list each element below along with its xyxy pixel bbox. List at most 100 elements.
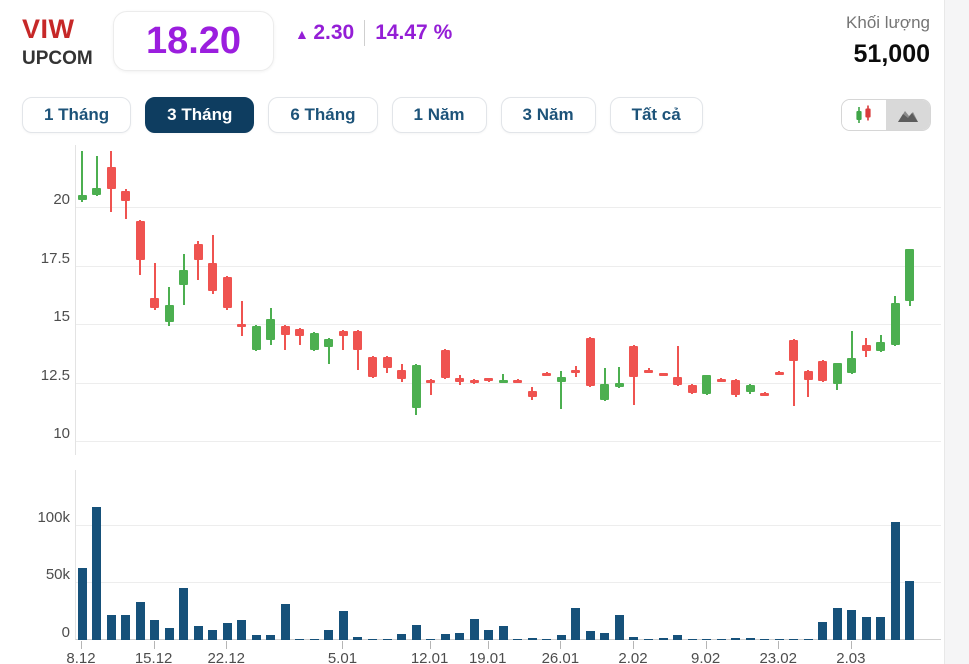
candle bbox=[542, 373, 552, 377]
candle-wick bbox=[850, 331, 853, 375]
volume-bar bbox=[368, 638, 378, 640]
volume-bar bbox=[338, 611, 348, 640]
volume-tick-label: 50k bbox=[45, 566, 70, 584]
volume-bar bbox=[324, 629, 334, 640]
candle bbox=[455, 377, 465, 383]
period-tabs: 1 Tháng 3 Tháng 6 Tháng 1 Năm 3 Năm Tất … bbox=[22, 97, 703, 133]
candle bbox=[658, 373, 668, 377]
candlestick-chart[interactable] bbox=[75, 145, 941, 455]
candle-wick bbox=[81, 150, 83, 203]
candle bbox=[324, 339, 334, 348]
volume-bar bbox=[687, 639, 697, 640]
date-tick bbox=[153, 641, 155, 649]
volume-bar bbox=[832, 607, 842, 640]
candle bbox=[208, 263, 218, 292]
volume-bar bbox=[77, 568, 87, 640]
candle-wick bbox=[618, 367, 621, 389]
price-tick-label: 17.5 bbox=[40, 249, 70, 267]
volume-label: Khối lượng bbox=[846, 13, 930, 32]
date-tick-label: 23.02 bbox=[759, 650, 797, 664]
scrollbar-track[interactable] bbox=[944, 0, 969, 664]
candle bbox=[353, 331, 363, 350]
candle bbox=[280, 326, 290, 335]
candle bbox=[135, 221, 145, 260]
tab-3-thang[interactable]: 3 Tháng bbox=[145, 97, 255, 133]
divider bbox=[364, 20, 366, 46]
candle bbox=[222, 277, 232, 308]
candle bbox=[600, 383, 610, 401]
candle-wick bbox=[95, 155, 98, 197]
candle-wick bbox=[807, 369, 810, 397]
date-tick bbox=[778, 641, 780, 649]
date-tick-label: 12.01 bbox=[410, 650, 449, 664]
volume-bar bbox=[106, 614, 116, 640]
date-tick bbox=[429, 641, 431, 649]
candle bbox=[731, 380, 741, 396]
volume-bar bbox=[208, 629, 218, 640]
tab-tat-ca[interactable]: Tất cả bbox=[609, 97, 703, 133]
candle-wick bbox=[502, 374, 505, 383]
date-tick bbox=[81, 641, 82, 649]
volume-bar bbox=[309, 638, 319, 640]
volume-bar bbox=[455, 633, 465, 640]
candle bbox=[338, 331, 348, 336]
volume-bar bbox=[847, 609, 857, 640]
volume-bar bbox=[92, 507, 102, 640]
candle bbox=[847, 357, 857, 374]
candle bbox=[251, 326, 261, 350]
price-box: 18.20 bbox=[113, 11, 274, 71]
tab-1-nam[interactable]: 1 Năm bbox=[391, 97, 487, 133]
date-tick bbox=[560, 641, 562, 649]
tab-3-nam[interactable]: 3 Năm bbox=[500, 97, 596, 133]
date-tick-label: 26.01 bbox=[541, 650, 580, 664]
candle bbox=[484, 377, 494, 382]
candle-wick bbox=[298, 327, 301, 346]
tab-6-thang[interactable]: 6 Tháng bbox=[268, 97, 378, 133]
candle-wick bbox=[676, 346, 679, 386]
candlestick-mode-button[interactable] bbox=[842, 100, 886, 130]
volume-gridline bbox=[76, 524, 941, 526]
volume-chart[interactable] bbox=[75, 470, 941, 640]
volume-bar bbox=[876, 616, 886, 640]
volume-bar bbox=[251, 635, 261, 640]
price-gridline bbox=[76, 265, 941, 267]
volume-tick-label: 0 bbox=[61, 624, 70, 641]
candlestick-icon bbox=[856, 105, 871, 123]
candle bbox=[382, 356, 392, 369]
volume-bar bbox=[426, 639, 436, 640]
candle bbox=[295, 328, 305, 336]
volume-bar bbox=[702, 639, 712, 640]
volume-bar bbox=[382, 638, 392, 640]
candle bbox=[760, 393, 770, 397]
candle bbox=[426, 380, 436, 384]
date-tick bbox=[342, 641, 344, 649]
candle-wick bbox=[560, 370, 563, 410]
volume-bar bbox=[353, 637, 363, 640]
tab-1-thang[interactable]: 1 Tháng bbox=[22, 97, 132, 133]
candle bbox=[890, 302, 900, 346]
candle bbox=[629, 346, 639, 377]
candle bbox=[687, 384, 697, 394]
area-mode-button[interactable] bbox=[886, 100, 930, 130]
candle bbox=[150, 298, 160, 308]
volume-bar bbox=[585, 630, 595, 640]
date-tick-label: 9.02 bbox=[691, 650, 721, 664]
volume-bar bbox=[498, 626, 508, 640]
candle bbox=[266, 319, 276, 341]
volume-bar bbox=[774, 639, 784, 640]
candle bbox=[469, 380, 479, 384]
exchange-label: UPCOM bbox=[22, 48, 93, 69]
up-arrow-icon: ▲ bbox=[295, 26, 309, 42]
volume-bar bbox=[673, 635, 683, 640]
candle bbox=[179, 270, 189, 286]
volume-bar bbox=[135, 601, 145, 640]
volume-bar bbox=[861, 616, 871, 640]
volume-bar bbox=[803, 638, 813, 640]
candle-wick bbox=[429, 378, 432, 396]
volume-bar bbox=[222, 622, 232, 640]
candle-wick bbox=[342, 329, 345, 350]
date-tick bbox=[487, 641, 489, 649]
price-tick-label: 12.5 bbox=[40, 366, 70, 384]
candle-wick bbox=[124, 189, 127, 219]
